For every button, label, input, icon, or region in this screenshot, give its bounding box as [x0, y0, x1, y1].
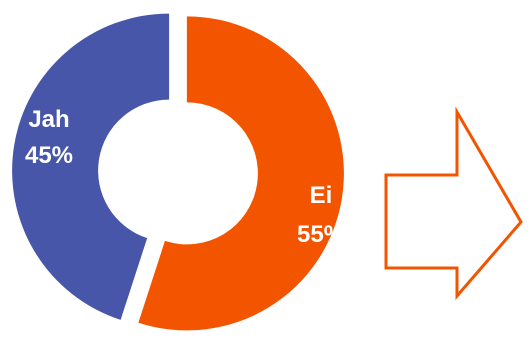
- slice-label-jah: Jah: [28, 106, 69, 133]
- slice-label-ei: Ei: [310, 182, 333, 209]
- donut-chart: [12, 13, 344, 331]
- slice-labels: Jah 45% Ei 55%: [25, 106, 345, 248]
- donut-slice-jah: [12, 13, 170, 320]
- donut-slice-ei: [138, 16, 344, 331]
- slice-value-ei: 55%: [297, 221, 345, 248]
- slice-value-jah: 45%: [25, 142, 73, 169]
- right-arrow-icon: [384, 106, 523, 301]
